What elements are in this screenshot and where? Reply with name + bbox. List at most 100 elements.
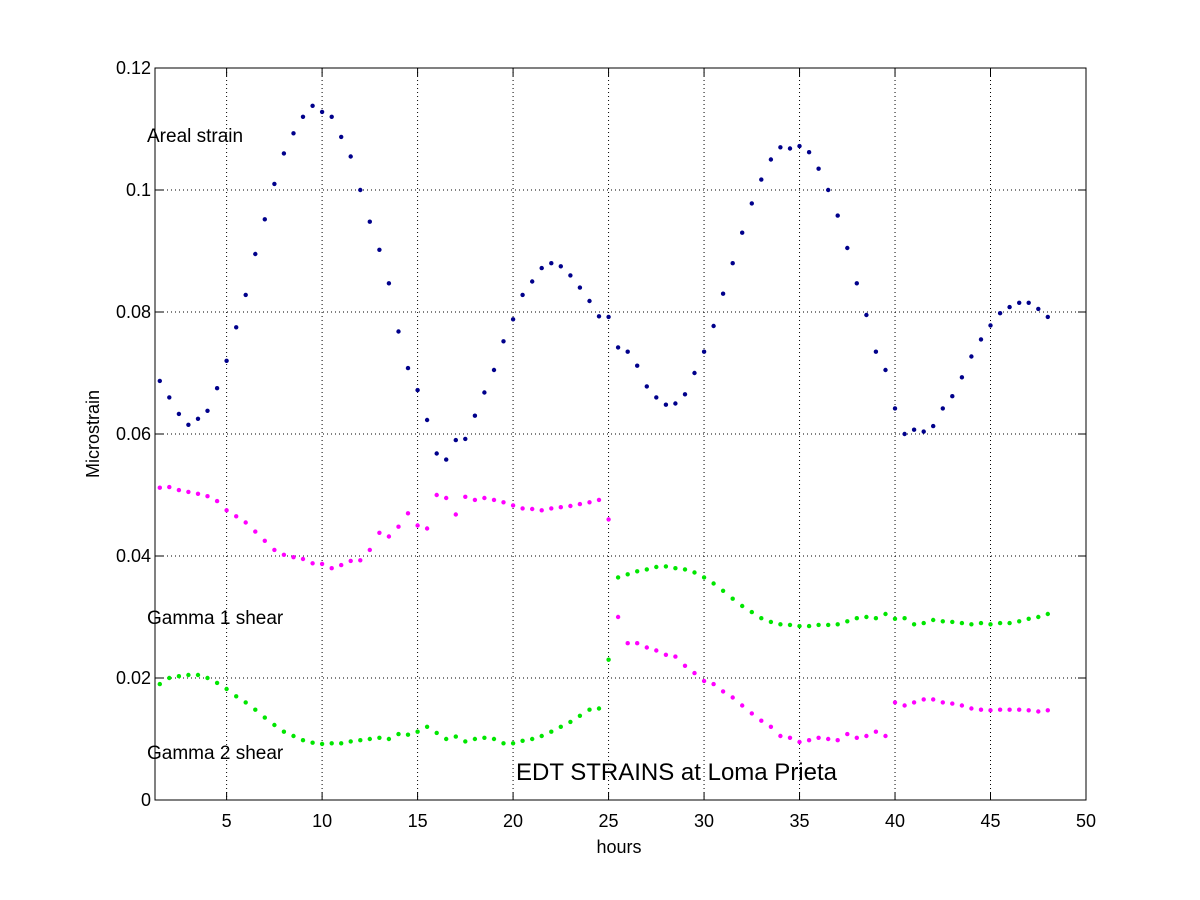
data-point — [1007, 304, 1012, 310]
data-point — [577, 501, 583, 507]
data-point — [978, 707, 984, 712]
data-point — [797, 739, 802, 745]
series-areal — [157, 103, 1051, 462]
data-point — [587, 298, 592, 304]
data-point — [654, 564, 659, 570]
data-point — [740, 230, 745, 235]
data-point — [291, 131, 296, 136]
data-point — [424, 724, 430, 729]
data-point — [396, 329, 401, 334]
data-point — [491, 367, 497, 373]
series-green_a — [157, 657, 611, 747]
data-point — [959, 620, 965, 626]
data-point — [816, 166, 821, 171]
data-point — [720, 291, 726, 296]
data-point — [682, 663, 688, 668]
data-point — [606, 517, 611, 522]
data-point — [234, 325, 239, 330]
areal-strain-annotation: Areal strain — [147, 126, 243, 147]
data-point — [424, 417, 430, 423]
data-point — [959, 703, 965, 708]
data-point — [444, 736, 449, 742]
data-point — [167, 675, 172, 681]
data-point — [625, 349, 630, 354]
x-tick-label: 5 — [222, 811, 232, 831]
data-point — [195, 416, 201, 421]
data-point — [453, 437, 458, 443]
data-point — [405, 732, 411, 737]
data-point — [415, 729, 420, 734]
gamma1-shear-annotation: Gamma 1 shear — [147, 608, 284, 629]
data-point — [491, 736, 497, 742]
data-point — [530, 506, 535, 512]
data-point — [262, 715, 267, 720]
data-point — [797, 143, 802, 149]
data-point — [759, 177, 764, 182]
data-point — [224, 358, 229, 363]
data-point — [768, 724, 774, 729]
data-point — [959, 375, 965, 380]
data-point — [358, 187, 363, 193]
series-green_b — [615, 564, 1051, 629]
data-point — [186, 422, 191, 427]
data-point — [1036, 614, 1041, 620]
data-point — [1017, 619, 1022, 624]
data-point — [720, 588, 726, 593]
data-point — [549, 261, 554, 266]
data-point — [950, 619, 955, 625]
data-point — [444, 495, 449, 501]
data-point — [644, 567, 649, 572]
data-point — [339, 562, 344, 568]
data-point — [234, 694, 239, 699]
y-tick-label: 0.02 — [116, 668, 151, 688]
data-point — [787, 735, 793, 740]
data-point — [167, 484, 172, 490]
data-point — [845, 731, 850, 737]
data-point — [997, 620, 1003, 626]
data-point — [787, 146, 793, 151]
data-point — [1045, 314, 1051, 320]
data-point — [759, 718, 764, 723]
data-point — [510, 503, 516, 508]
data-point — [577, 285, 583, 290]
data-point — [1026, 708, 1031, 713]
data-point — [1036, 306, 1041, 312]
data-point — [377, 530, 382, 535]
data-point — [539, 733, 544, 739]
data-point — [510, 741, 516, 746]
data-point — [243, 700, 248, 705]
data-point — [463, 739, 468, 744]
data-point — [1026, 616, 1031, 621]
y-tick-labels: 0 0.02 0.04 0.06 0.08 0.1 0.12 — [116, 58, 151, 810]
data-point — [300, 738, 306, 743]
data-point — [854, 735, 859, 740]
data-point — [463, 494, 468, 499]
data-point — [997, 311, 1003, 316]
data-point — [157, 681, 162, 687]
data-point — [568, 503, 573, 509]
data-point — [243, 520, 248, 525]
data-point — [176, 674, 182, 679]
y-tick-label: 0 — [141, 790, 151, 810]
y-tick-label: 0.04 — [116, 546, 151, 566]
data-point — [568, 719, 573, 725]
data-point — [873, 729, 879, 734]
data-point — [530, 279, 535, 284]
x-tick-label: 50 — [1076, 811, 1096, 831]
data-point — [214, 498, 220, 504]
x-tick-labels: 5 10 15 20 25 30 35 40 45 50 — [222, 811, 1096, 831]
data-point — [816, 735, 821, 740]
data-point — [663, 652, 669, 657]
data-point — [319, 561, 325, 567]
data-point — [730, 261, 735, 266]
data-point — [854, 281, 859, 286]
data-point — [329, 566, 334, 571]
data-point — [969, 706, 974, 711]
y-tick-label: 0.1 — [126, 180, 151, 200]
data-point — [272, 181, 277, 187]
data-point — [873, 616, 879, 621]
data-point — [405, 365, 411, 371]
data-point — [806, 738, 812, 743]
data-point — [415, 387, 420, 393]
data-point — [988, 708, 993, 713]
